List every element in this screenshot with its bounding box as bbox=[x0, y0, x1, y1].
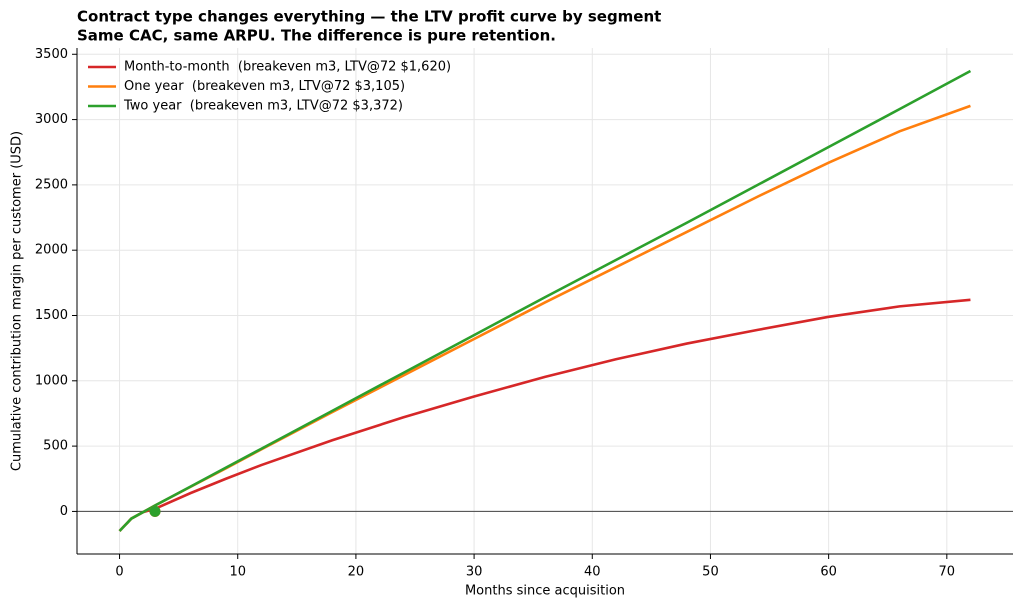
series-line bbox=[118, 104, 971, 532]
y-tick-label: 500 bbox=[43, 439, 68, 454]
y-tick-label: 3500 bbox=[35, 47, 68, 62]
y-tick-label: 3000 bbox=[35, 112, 68, 127]
legend-label: Month-to-month (breakeven m3, LTV@72 $1,… bbox=[124, 60, 451, 75]
x-tick-label: 20 bbox=[348, 565, 365, 580]
x-tick-label: 70 bbox=[939, 565, 956, 580]
legend-label: One year (breakeven m3, LTV@72 $3,105) bbox=[124, 79, 405, 94]
x-tick-label: 10 bbox=[229, 565, 246, 580]
y-axis-label: Cumulative contribution margin per custo… bbox=[10, 131, 25, 471]
y-tick-label: 0 bbox=[60, 504, 68, 519]
x-axis-label: Months since acquisition bbox=[465, 584, 625, 599]
chart-title: Contract type changes everything — the L… bbox=[77, 8, 661, 26]
y-tick-label: 1500 bbox=[35, 308, 68, 323]
breakeven-marker bbox=[149, 505, 161, 517]
x-tick-label: 60 bbox=[820, 565, 837, 580]
x-tick-label: 50 bbox=[702, 565, 719, 580]
series-line bbox=[118, 298, 971, 532]
y-tick-label: 2000 bbox=[35, 243, 68, 258]
legend-label: Two year (breakeven m3, LTV@72 $3,372) bbox=[123, 99, 403, 114]
chart-subtitle: Same CAC, same ARPU. The difference is p… bbox=[77, 27, 556, 45]
x-tick-label: 0 bbox=[115, 565, 123, 580]
y-tick-label: 2500 bbox=[35, 177, 68, 192]
x-tick-label: 30 bbox=[466, 565, 483, 580]
x-tick-label: 40 bbox=[584, 565, 601, 580]
y-tick-label: 1000 bbox=[35, 373, 68, 388]
